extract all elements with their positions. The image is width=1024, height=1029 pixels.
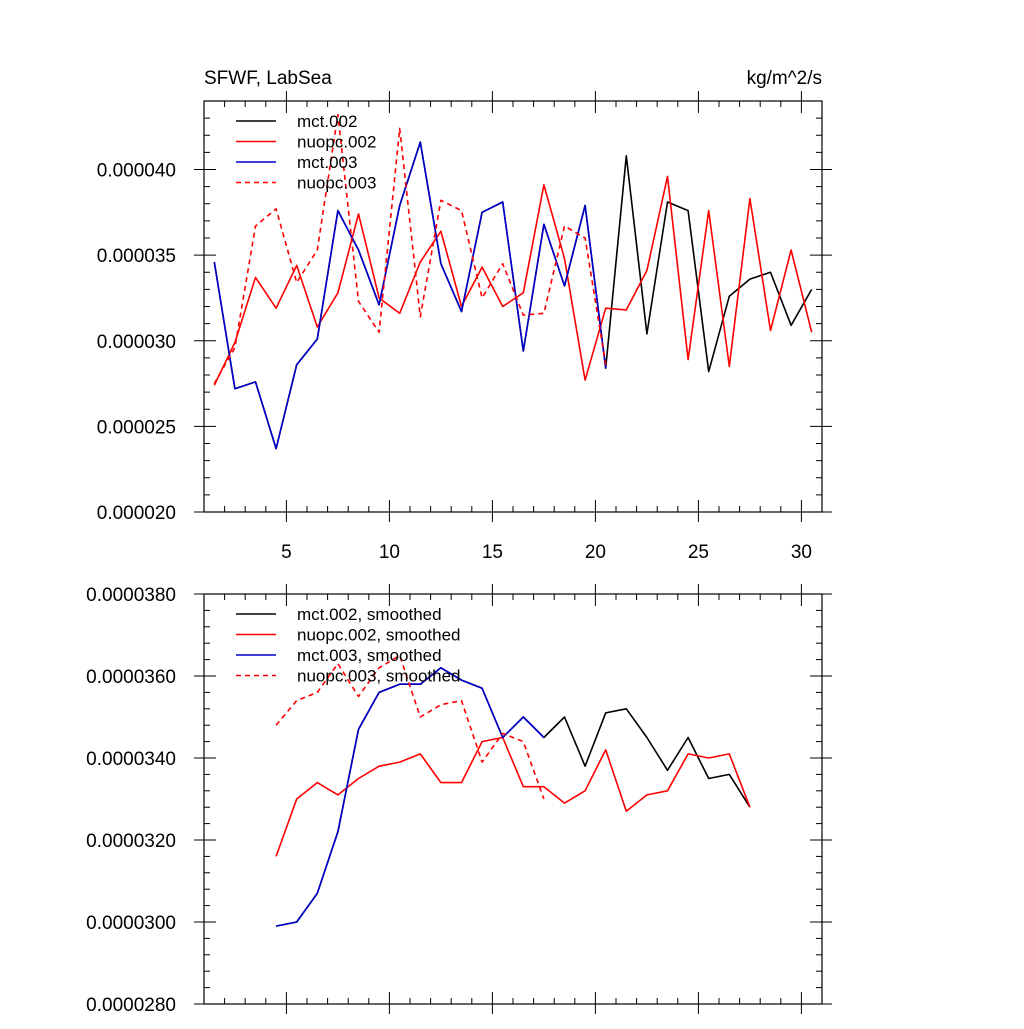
- top-y-tick-label: 0.000030: [97, 332, 176, 353]
- top-x-tick-label: 10: [379, 542, 400, 563]
- top-panel: 5 10 15 20 25 30 0.000020 0.000025 0.000030 0.000…: [97, 91, 832, 563]
- bottom-legend-label: nuopc.002, smoothed: [297, 626, 461, 645]
- bottom-series-line-3: [275, 654, 545, 800]
- bottom-legend-label: mct.003, smoothed: [297, 646, 442, 665]
- bottom-panel: 0.0000280 0.0000300 0.0000320 0.0000340 0.00…: [86, 584, 832, 1016]
- bottom-y-tick-label: 0.0000340: [86, 749, 176, 770]
- bottom-y-tick-label: 0.0000380: [86, 585, 176, 606]
- bottom-legend-label: mct.002, smoothed: [297, 605, 442, 624]
- top-series-line-1: [213, 175, 813, 386]
- bottom-y-tick-label: 0.0000360: [86, 667, 176, 688]
- top-x-tick-label: 25: [688, 542, 709, 563]
- bottom-series-line-2: [275, 666, 545, 927]
- top-y-tick-label: 0.000020: [97, 503, 176, 524]
- top-series-line-3: [213, 113, 607, 384]
- bottom-series-line-0: [275, 666, 751, 927]
- bottom-series-line-1: [275, 736, 751, 857]
- top-legend-label: mct.002: [297, 112, 357, 131]
- top-x-tick-label: 20: [585, 542, 606, 563]
- bottom-y-tick-label: 0.0000280: [86, 995, 176, 1016]
- top-y-tick-label: 0.000035: [97, 246, 176, 267]
- top-legend-label: mct.003: [297, 153, 357, 172]
- top-title-left: SFWF, LabSea: [204, 68, 332, 89]
- top-y-tick-label: 0.000025: [97, 417, 176, 438]
- bottom-legend-label: nuopc.003, smoothed: [297, 667, 461, 686]
- top-x-tick-label: 5: [281, 542, 292, 563]
- top-y-tick-label: 0.000040: [97, 161, 176, 182]
- top-title-right: kg/m^2/s: [747, 68, 822, 89]
- top-x-tick-label: 15: [482, 542, 503, 563]
- top-legend-label: nuopc.002: [297, 133, 376, 152]
- bottom-y-tick-label: 0.0000320: [86, 831, 176, 852]
- bottom-y-tick-label: 0.0000300: [86, 913, 176, 934]
- top-series-line-2: [213, 141, 607, 450]
- top-x-tick-label: 30: [791, 542, 812, 563]
- top-legend-label: nuopc.003: [297, 174, 376, 193]
